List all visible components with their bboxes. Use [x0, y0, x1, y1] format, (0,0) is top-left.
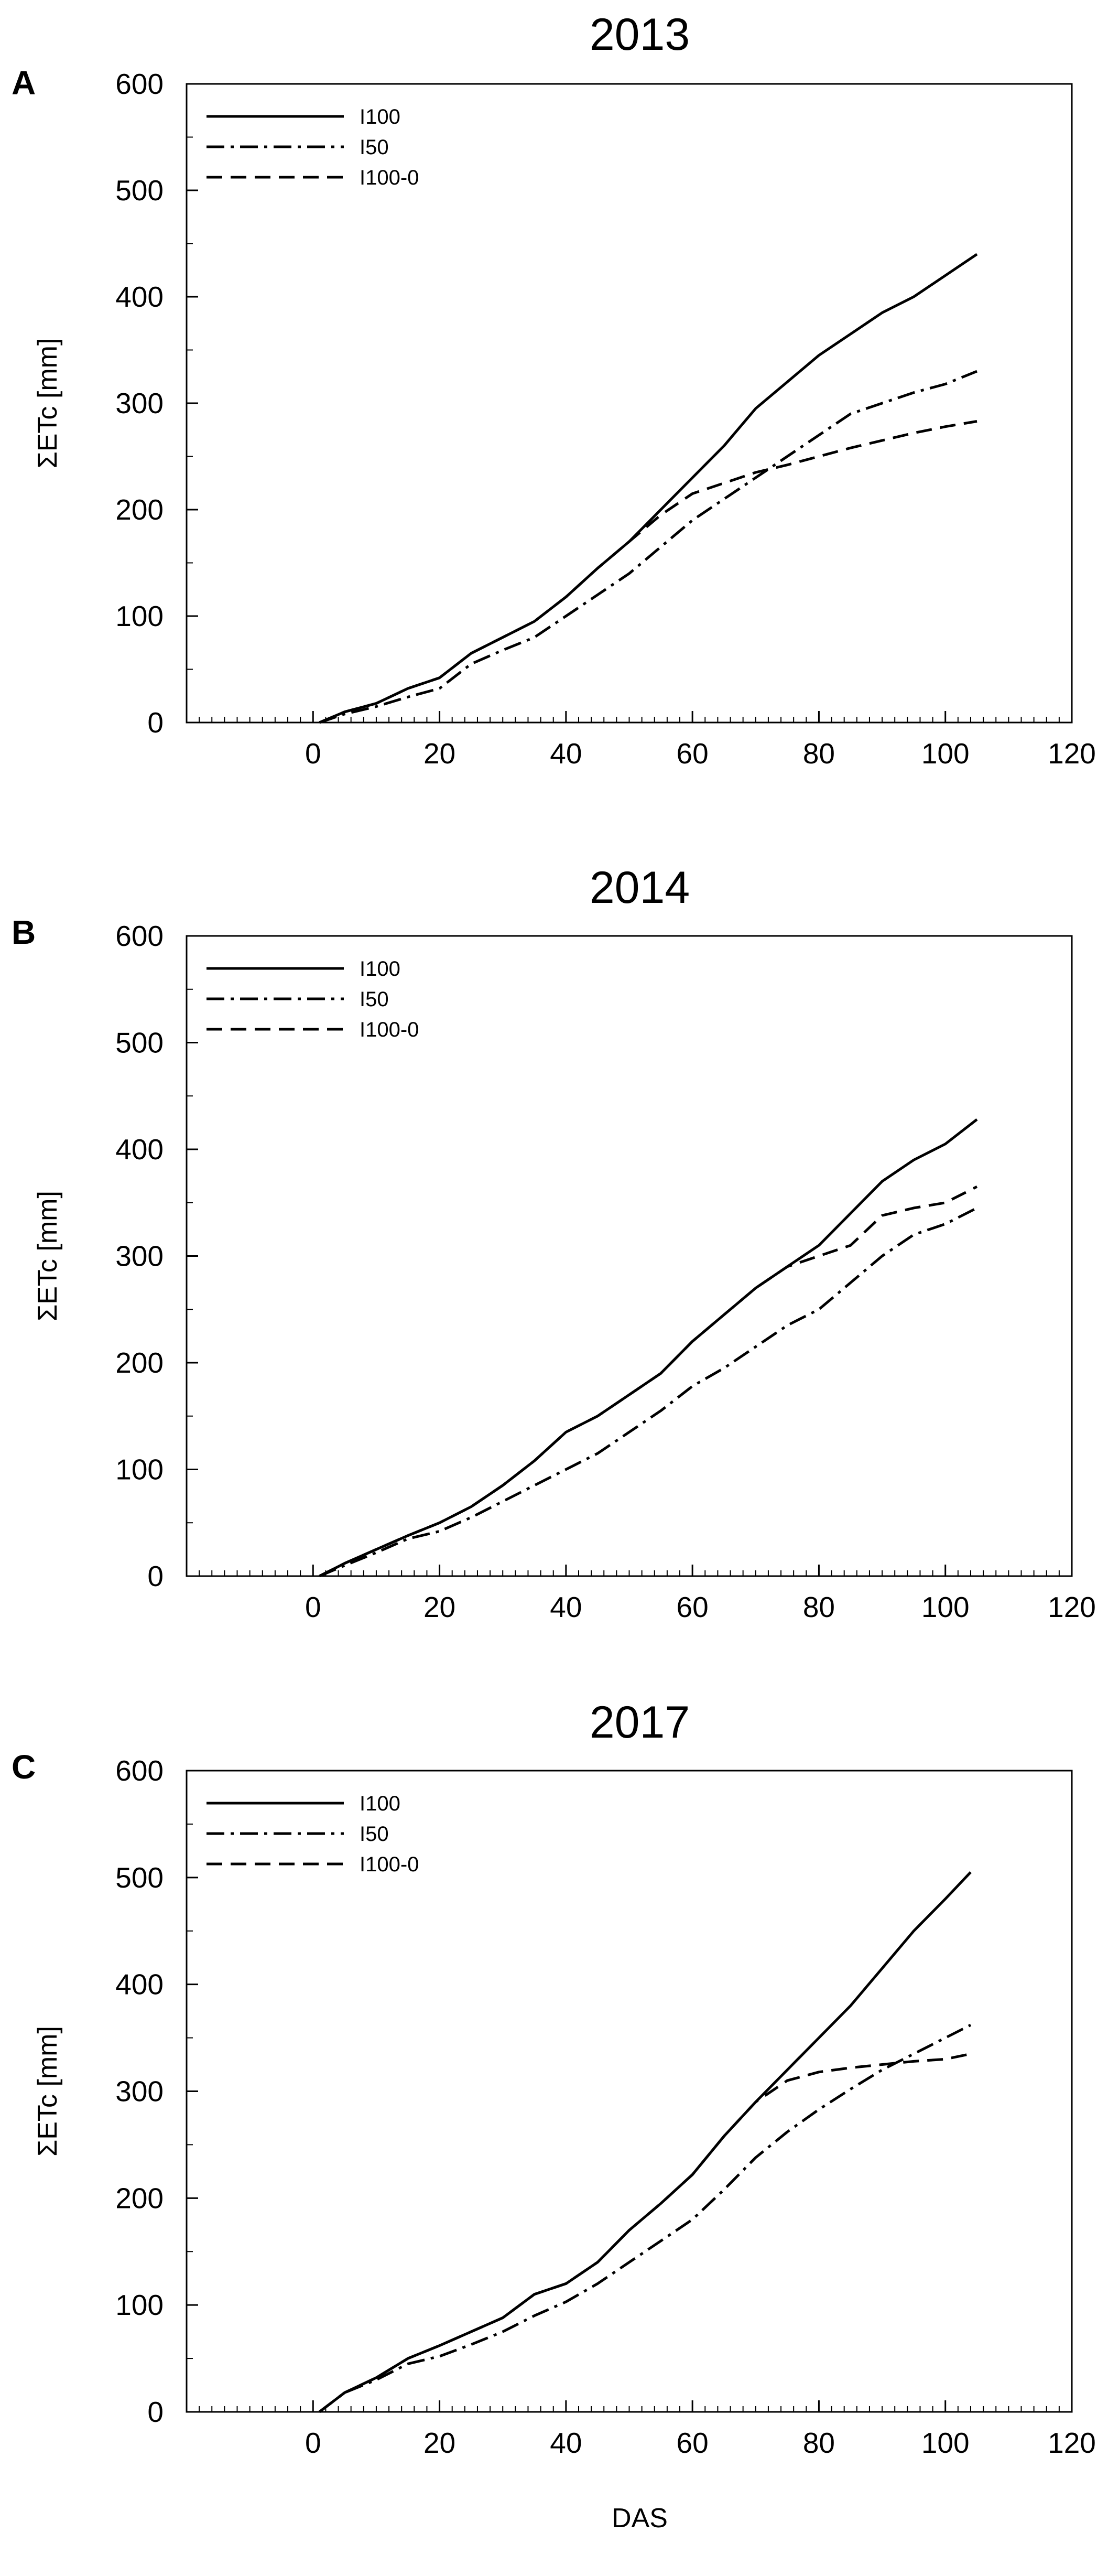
chart-title: 2014: [590, 863, 690, 913]
series-line-i100-0: [318, 2052, 971, 2413]
x-tick-label: 80: [803, 2427, 835, 2459]
y-tick-label: 100: [115, 2289, 164, 2321]
legend-label: I100: [360, 1792, 400, 1815]
y-tick-label: 0: [147, 2396, 164, 2428]
x-tick-label: 100: [921, 737, 970, 770]
series-line-i100: [319, 253, 978, 724]
x-tick-label: 40: [550, 1591, 582, 1623]
panel-letter: C: [12, 1748, 36, 1786]
legend-label: I100: [360, 105, 400, 128]
legend-label: I50: [360, 136, 389, 159]
y-tick-label: 600: [115, 68, 164, 100]
y-tick-label: 200: [115, 1346, 164, 1379]
chart-panel-a: A 2013 0 100 200 300 400 500 600 0 20 40 60 80 100 120 Σ…: [12, 9, 1096, 770]
x-tick-label: 20: [423, 1591, 455, 1623]
legend-label: I100-0: [360, 166, 419, 189]
y-tick-label: 100: [115, 600, 164, 632]
x-tick-label: 0: [305, 1591, 321, 1623]
panel-letter: A: [12, 64, 36, 102]
x-tick-label: 60: [677, 2427, 709, 2459]
legend-label: I100-0: [360, 1853, 419, 1876]
y-tick-label: 300: [115, 387, 164, 419]
x-tick-label: 100: [921, 2427, 970, 2459]
plot-frame: [186, 1770, 1073, 2413]
y-tick-label: 500: [115, 174, 164, 207]
y-tick-label: 0: [147, 706, 164, 739]
legend-label: I50: [360, 1823, 389, 1846]
chart-panel-b: B 2014 0 100 200 300 400 500 600 0 20 40 60 80 100 120 Σ…: [12, 863, 1096, 1623]
series-line-i100-0: [319, 420, 977, 724]
x-tick-label: 60: [677, 737, 709, 770]
x-tick-label: 60: [677, 1591, 709, 1623]
x-tick-label: 100: [921, 1591, 970, 1623]
legend-label: I50: [360, 988, 389, 1011]
chart-title: 2013: [590, 9, 690, 60]
x-tick-label: 120: [1048, 737, 1096, 770]
x-tick-label: 80: [803, 1591, 835, 1623]
series-line-i100: [318, 1871, 972, 2413]
series-line-i100: [319, 1118, 978, 1578]
x-tick-label: 120: [1048, 2427, 1096, 2459]
y-axis-label: ΣETc [mm]: [32, 2026, 63, 2157]
plot-frame: [186, 935, 1073, 1577]
series-line-i50: [318, 2023, 972, 2413]
y-tick-label: 600: [115, 1754, 164, 1787]
y-tick-label: 200: [115, 2182, 164, 2214]
x-tick-label: 80: [803, 737, 835, 770]
y-tick-label: 400: [115, 281, 164, 313]
x-axis-label: DAS: [612, 2503, 668, 2534]
plot-frame: [186, 83, 1073, 724]
legend-label: I100: [360, 957, 400, 980]
x-tick-label: 120: [1048, 1591, 1096, 1623]
series-line-i50: [319, 1206, 978, 1578]
y-tick-label: 200: [115, 493, 164, 526]
x-tick-label: 0: [305, 2427, 321, 2459]
y-tick-label: 500: [115, 1861, 164, 1894]
chart-title: 2017: [590, 1697, 690, 1748]
y-tick-label: 300: [115, 2075, 164, 2108]
y-tick-label: 400: [115, 1133, 164, 1166]
y-axis-label: ΣETc [mm]: [32, 1191, 63, 1321]
legend-label: I100-0: [360, 1018, 419, 1041]
x-tick-label: 20: [423, 2427, 455, 2459]
y-tick-label: 400: [115, 1968, 164, 2001]
chart-panel-c: C 2017 0 100 200 300 400 500 600 0 20 40 60 80 100 120 Σ…: [12, 1697, 1096, 2534]
y-tick-label: 300: [115, 1240, 164, 1273]
y-tick-label: 600: [115, 920, 164, 952]
panel-letter: B: [12, 913, 36, 951]
x-tick-label: 40: [550, 737, 582, 770]
x-tick-label: 40: [550, 2427, 582, 2459]
series-line-i100-0: [319, 1185, 978, 1578]
y-tick-label: 0: [147, 1560, 164, 1592]
x-tick-label: 0: [305, 737, 321, 770]
y-axis-label: ΣETc [mm]: [32, 338, 63, 469]
x-tick-label: 20: [423, 737, 455, 770]
y-tick-label: 500: [115, 1027, 164, 1059]
series-line-i50: [319, 370, 977, 724]
y-tick-label: 100: [115, 1453, 164, 1486]
